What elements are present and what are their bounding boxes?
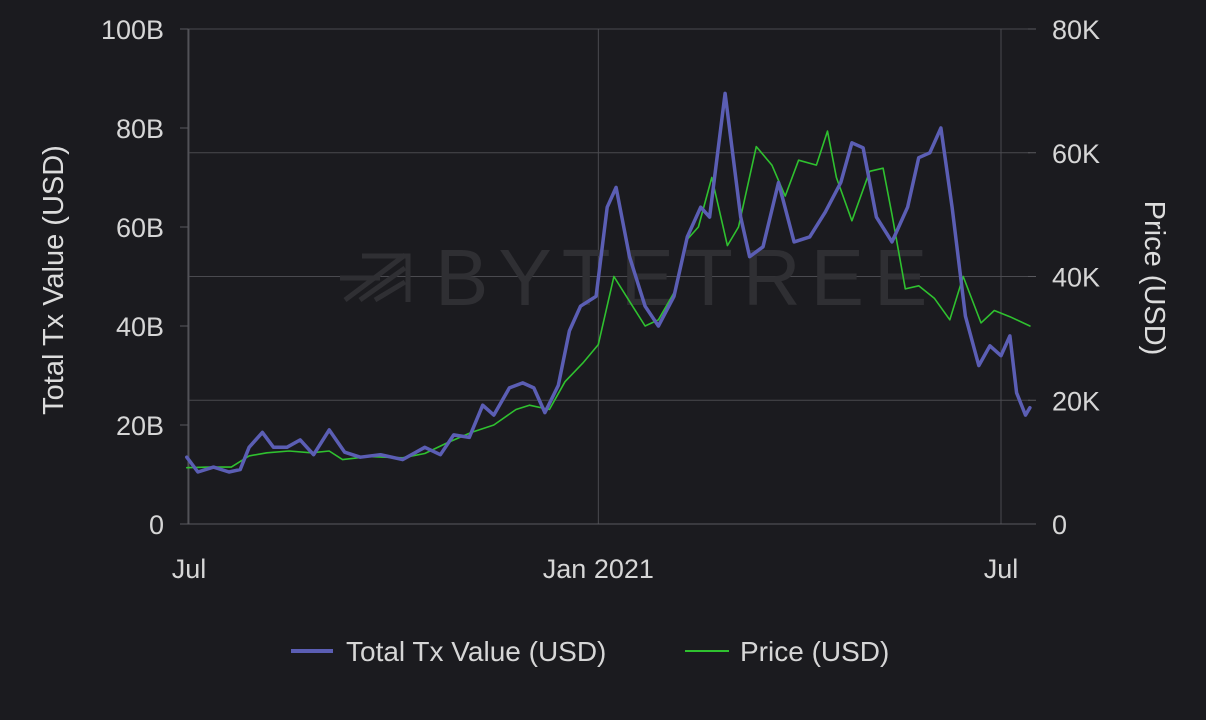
y-left-tick-label: 0 <box>149 510 164 540</box>
y-left-tick-label: 60B <box>116 213 164 243</box>
legend: Total Tx Value (USD) Price (USD) <box>291 636 889 667</box>
bytetree-logo-icon <box>340 253 411 303</box>
y-left-tick-label: 20B <box>116 411 164 441</box>
y-right-tick-label: 60K <box>1052 139 1100 169</box>
watermark: BYTETREE <box>340 233 937 322</box>
x-tick-label: Jul <box>172 554 207 584</box>
y-left-tick-label: 80B <box>116 114 164 144</box>
y-right-tick-label: 0 <box>1052 510 1067 540</box>
series-lines <box>185 91 1032 474</box>
y-left-axis-title: Total Tx Value (USD) <box>38 145 70 415</box>
y-right-tick-label: 40K <box>1052 263 1100 293</box>
y-right-tick-label: 80K <box>1052 15 1100 45</box>
watermark-text: BYTETREE <box>435 233 937 322</box>
x-tick-label: Jul <box>984 554 1019 584</box>
series-line-total-tx-value <box>185 91 1032 474</box>
y-right-tick-label: 20K <box>1052 386 1100 416</box>
legend-label: Total Tx Value (USD) <box>346 636 606 667</box>
y-left-tick-label: 40B <box>116 312 164 342</box>
y-right-axis-title: Price (USD) <box>1138 201 1170 356</box>
legend-item-total-tx-value[interactable]: Total Tx Value (USD) <box>291 636 606 667</box>
x-tick-label: Jan 2021 <box>543 554 654 584</box>
axes <box>180 28 1036 525</box>
legend-item-price[interactable]: Price (USD) <box>685 636 889 667</box>
tick-labels: 0 20B 40B 60B 80B 100B 0 20K 40K 60K 80K Jul Jan 202… <box>101 15 1100 584</box>
y-left-tick-label: 100B <box>101 15 164 45</box>
legend-label: Price (USD) <box>740 636 889 667</box>
